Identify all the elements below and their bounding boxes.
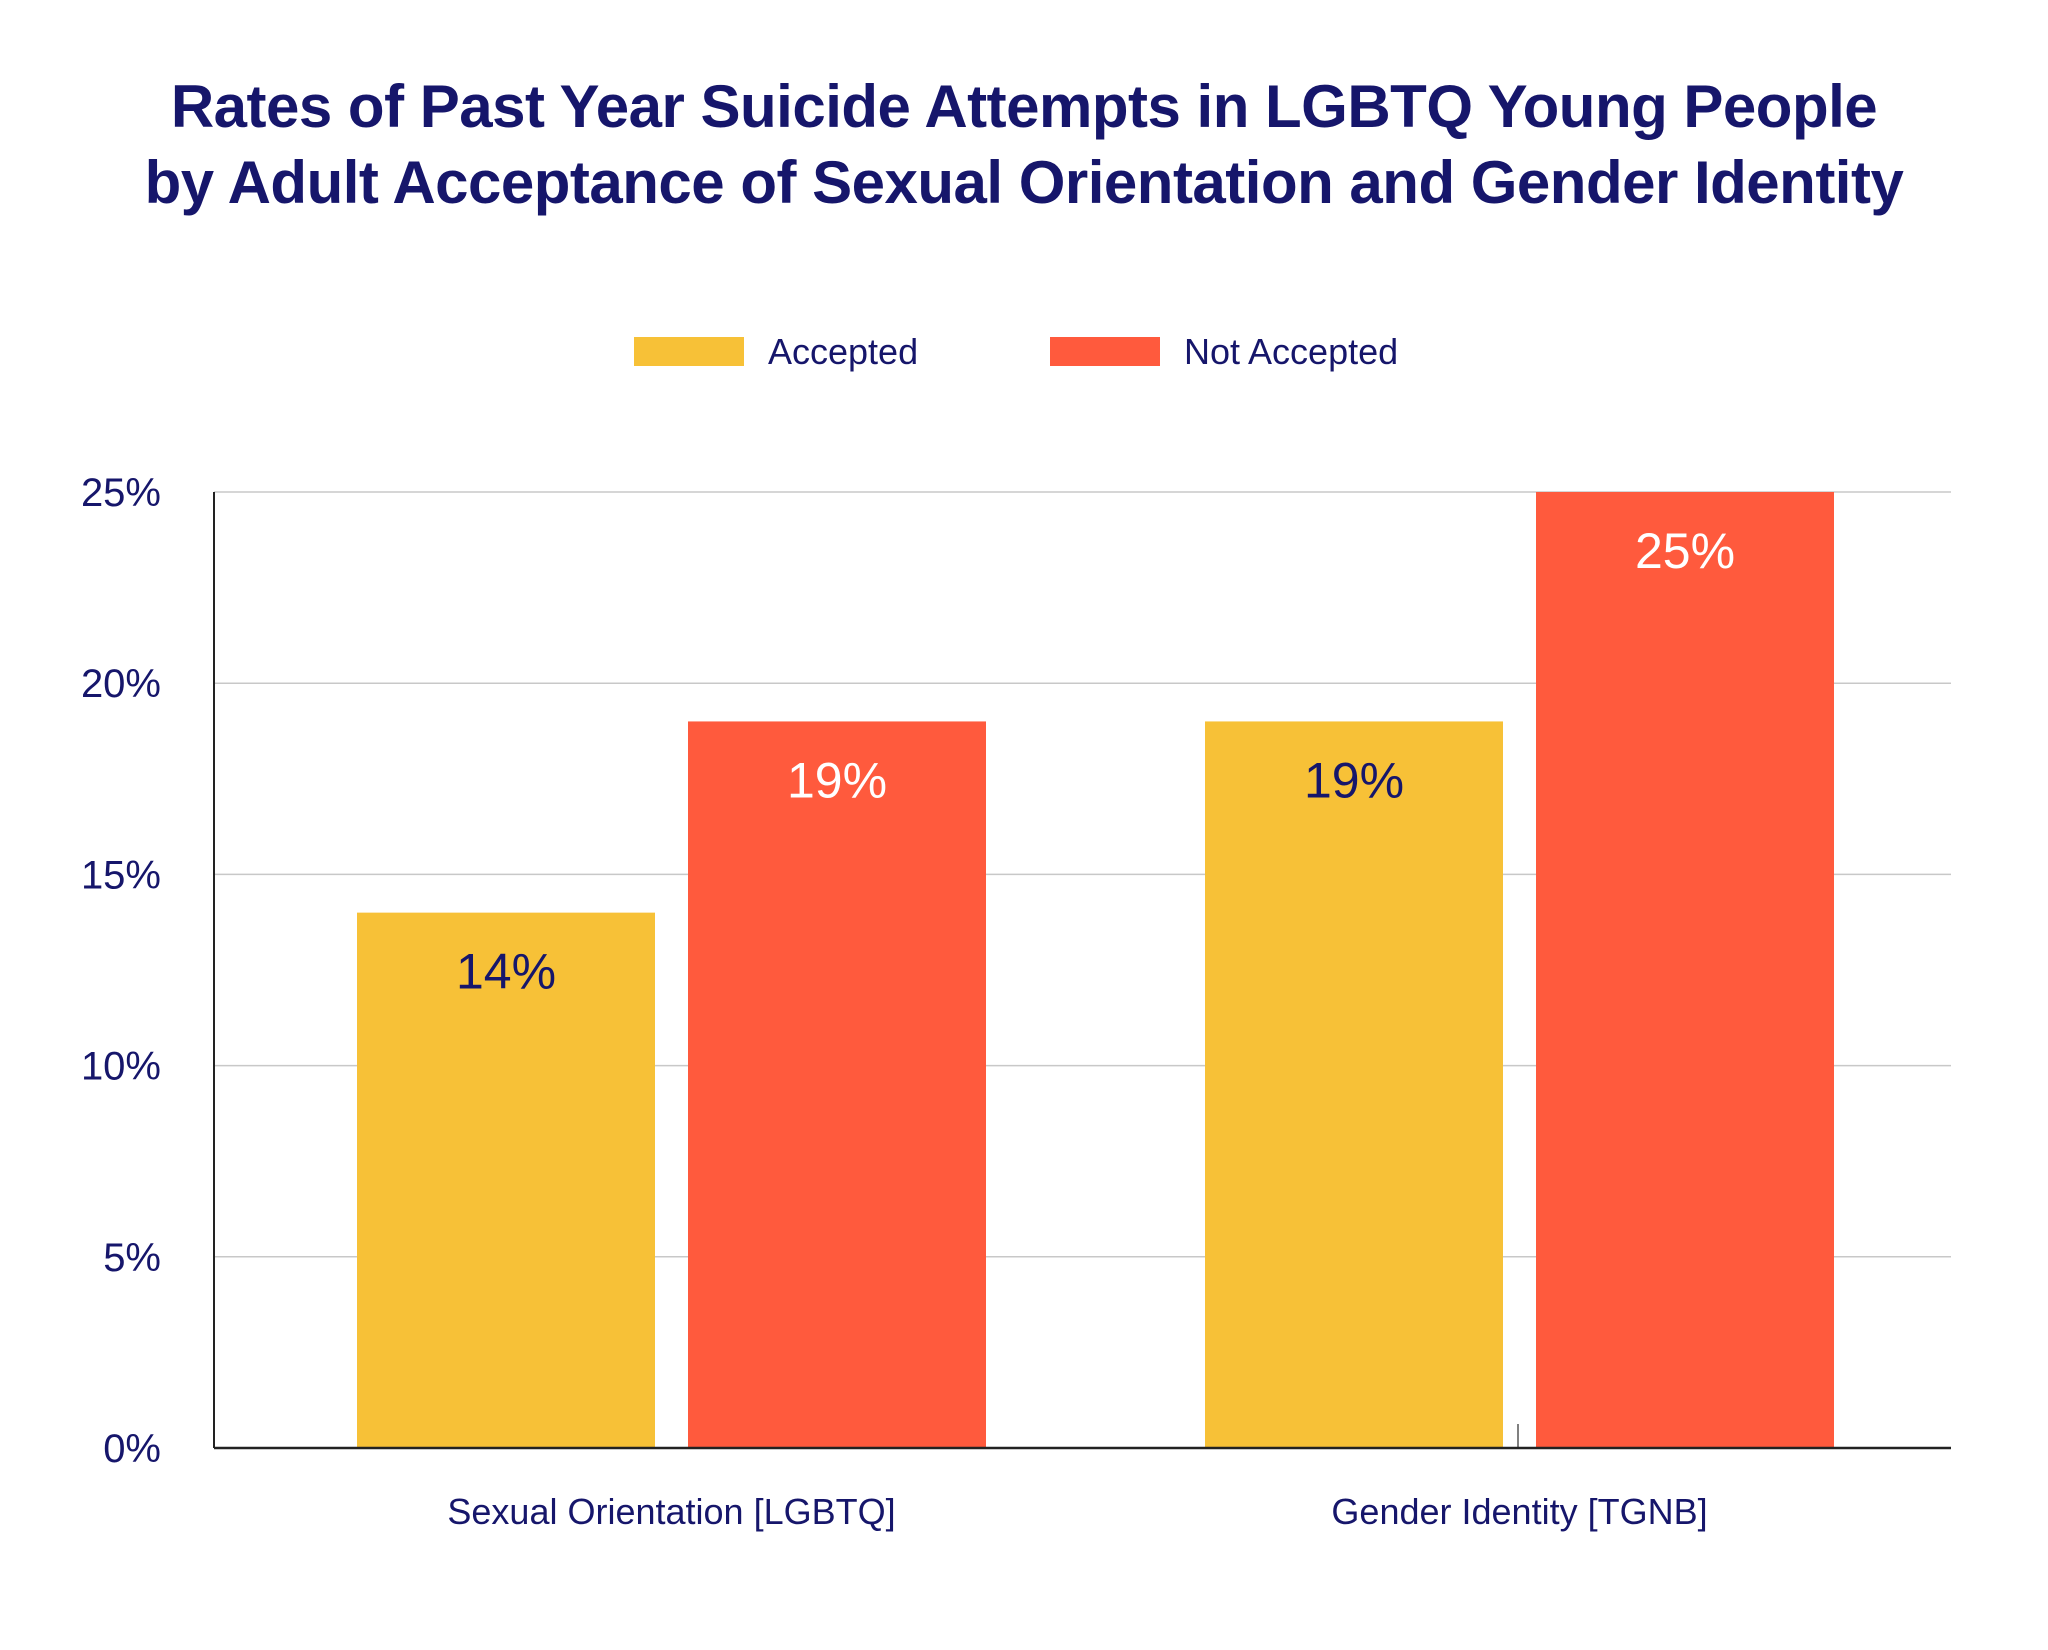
bar-accepted xyxy=(357,912,655,1448)
legend-label-not-accepted: Not Accepted xyxy=(1184,331,1399,372)
data-label: 14% xyxy=(456,944,556,1000)
bar-accepted xyxy=(1205,721,1503,1448)
legend-swatch-not-accepted xyxy=(1050,337,1160,366)
legend-swatch-accepted xyxy=(634,337,744,366)
y-tick-label: 5% xyxy=(103,1236,161,1280)
y-tick-label: 25% xyxy=(81,471,161,515)
y-tick-label: 10% xyxy=(81,1045,161,1089)
y-tick-label: 0% xyxy=(103,1427,161,1471)
y-tick-label: 20% xyxy=(81,662,161,706)
x-category-label: Sexual Orientation [LGBTQ] xyxy=(447,1491,895,1532)
data-label: 19% xyxy=(787,752,887,808)
x-category-label: Gender Identity [TGNB] xyxy=(1331,1491,1707,1532)
chart-title-line-2: by Adult Acceptance of Sexual Orientatio… xyxy=(144,149,1904,216)
data-label: 25% xyxy=(1635,523,1735,579)
data-label: 19% xyxy=(1304,752,1404,808)
bar-not-accepted xyxy=(688,721,986,1448)
y-tick-label: 15% xyxy=(81,853,161,897)
legend-label-accepted: Accepted xyxy=(768,331,919,372)
bar-not-accepted xyxy=(1536,492,1834,1448)
chart-title-line-1: Rates of Past Year Suicide Attempts in L… xyxy=(170,73,1878,140)
